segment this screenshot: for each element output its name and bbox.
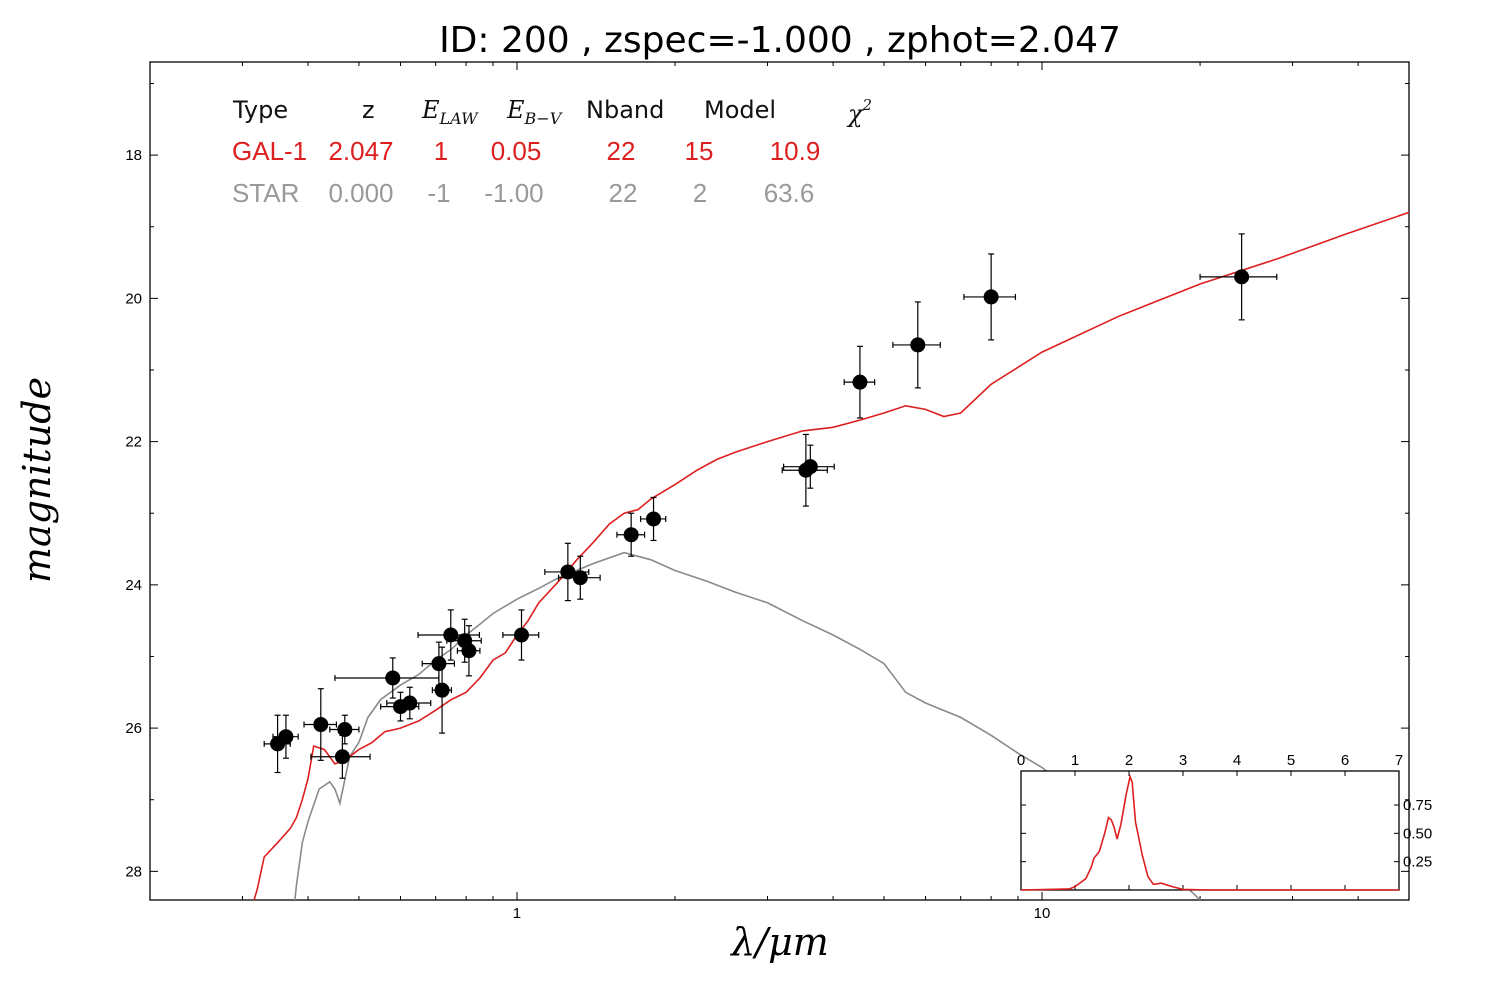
photometry-marker <box>513 627 529 643</box>
photometry-point <box>963 253 1017 341</box>
photometry-point <box>640 496 667 542</box>
photometry-marker <box>278 729 294 745</box>
table-header-type: Type <box>232 96 288 124</box>
table-header-nband: Nband <box>586 96 664 124</box>
photometry-point <box>544 542 590 602</box>
inset-x-tick-label: 6 <box>1341 752 1349 769</box>
y-tick-label: 26 <box>125 720 142 737</box>
y-tick-label: 18 <box>125 147 142 164</box>
photometry-points <box>263 233 1278 779</box>
photometry-marker <box>852 374 868 390</box>
photometry-point <box>310 734 371 779</box>
photometry-marker <box>461 643 477 659</box>
photometry-marker <box>910 337 926 353</box>
photometry-point <box>892 301 941 389</box>
chart-title: ID: 200 , zspec=-1.000 , zphot=2.047 <box>439 20 1121 61</box>
table-header-chi2: χ2 <box>846 96 872 128</box>
gal-type: GAL-1 <box>232 136 307 166</box>
inset-pdf-curve <box>1020 773 1399 891</box>
photometry-point <box>557 555 601 600</box>
gal-chi2: 10.9 <box>770 136 821 166</box>
gal-z: 2.047 <box>328 136 393 166</box>
y-tick-label: 22 <box>125 434 142 451</box>
table-header-model: Model <box>704 96 776 124</box>
star-type: STAR <box>232 178 299 208</box>
table-header-ebv: EB−V <box>506 96 563 128</box>
y-tick-label: 20 <box>125 290 142 307</box>
inset-x-tick-label: 1 <box>1071 752 1079 769</box>
x-tick-label: 1 <box>513 905 521 922</box>
gal-nband: 22 <box>607 136 636 166</box>
gal-elaw: 1 <box>434 136 448 166</box>
photometry-marker <box>334 749 350 765</box>
photometry-point <box>431 646 452 734</box>
pdf-line <box>1020 773 1399 891</box>
gal-ebv: 0.05 <box>491 136 542 166</box>
table-header-elaw: ELAW <box>421 96 479 128</box>
photometry-point <box>303 688 338 761</box>
star-model-line <box>294 551 1202 900</box>
inset-y-tick-label: 0.75 <box>1403 797 1432 814</box>
star-nband: 22 <box>609 178 638 208</box>
photometry-marker <box>434 682 450 698</box>
photometry-marker <box>385 670 401 686</box>
x-tick-label: 10 <box>1034 905 1051 922</box>
photometry-marker <box>646 511 662 527</box>
fit-table: Type z ELAW EB−V Nband Model χ2 GAL-1 2.… <box>232 96 872 208</box>
photometry-marker <box>402 695 418 711</box>
y-axis-label: magnitude <box>15 377 59 583</box>
photometry-point <box>456 625 481 677</box>
photometry-marker <box>560 564 576 580</box>
star-z: 0.000 <box>328 178 393 208</box>
photometry-point <box>616 512 646 557</box>
photometry-point <box>1199 233 1278 321</box>
photometry-marker <box>572 570 588 586</box>
inset-frame <box>1020 770 1400 891</box>
gal-model: 15 <box>685 136 714 166</box>
photometry-marker <box>802 459 818 475</box>
photometry-point <box>421 641 456 686</box>
inset-x-tick-label: 5 <box>1287 752 1295 769</box>
inset-x-tick-label: 0 <box>1017 752 1025 769</box>
inset-pdf-plot: 0 1 2 3 4 5 6 7 0.25 0.50 0.75 <box>1017 752 1432 891</box>
star-chi2: 63.6 <box>764 178 815 208</box>
photometry-marker <box>431 656 447 672</box>
photometry-point <box>329 714 360 745</box>
table-header-z: z <box>362 96 375 124</box>
star-model: 2 <box>693 178 707 208</box>
star-ebv: -1.00 <box>484 178 543 208</box>
inset-y-tick-label: 0.25 <box>1403 854 1432 871</box>
inset-x-tick-label: 4 <box>1233 752 1241 769</box>
photometry-point <box>334 657 440 699</box>
photometry-marker <box>983 289 999 305</box>
inset-x-tick-label: 3 <box>1179 752 1187 769</box>
inset-y-tick-label: 0.50 <box>1403 825 1432 842</box>
star-elaw: -1 <box>427 178 450 208</box>
y-tick-label: 28 <box>125 863 142 880</box>
table-row-galaxy: GAL-1 2.047 1 0.05 22 15 10.9 <box>232 136 820 166</box>
table-row-star: STAR 0.000 -1 -1.00 22 2 63.6 <box>232 178 814 208</box>
photometry-point <box>783 444 835 489</box>
photometry-point <box>502 609 540 661</box>
inset-axis-ticks: 0 1 2 3 4 5 6 7 0.25 0.50 0.75 <box>1017 752 1432 890</box>
photometry-marker <box>337 722 353 738</box>
photometry-point <box>386 686 432 720</box>
x-axis-label: λ/μm <box>729 920 829 964</box>
photometry-marker <box>313 717 329 733</box>
photometry-point <box>843 345 876 419</box>
inset-x-tick-label: 2 <box>1125 752 1133 769</box>
y-tick-label: 24 <box>125 577 142 594</box>
photometry-marker <box>623 527 639 543</box>
photometry-point <box>272 714 299 759</box>
inset-x-tick-label: 7 <box>1395 752 1403 769</box>
photometry-marker <box>1234 269 1250 285</box>
main-plot-frame <box>149 61 1410 901</box>
